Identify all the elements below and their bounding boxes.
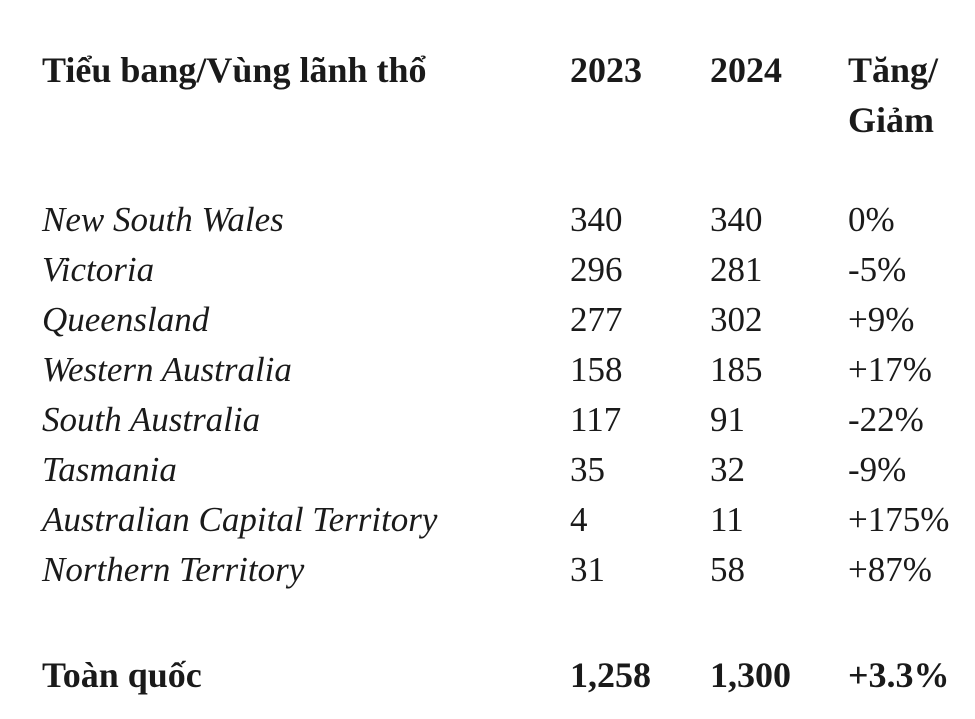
- row-cell: 35: [570, 450, 605, 489]
- row-label: South Australia: [42, 400, 261, 439]
- row-label: Australian Capital Territory: [42, 500, 438, 539]
- row-cell: 91: [710, 400, 745, 439]
- row-cell: 340: [710, 200, 763, 239]
- row-cell: +87%: [848, 550, 932, 589]
- row-cell: 296: [570, 250, 623, 289]
- row-cell: 185: [710, 350, 763, 389]
- row-cell: 31: [570, 550, 605, 589]
- row-cell: 302: [710, 300, 763, 339]
- row-label: Tasmania: [42, 450, 177, 489]
- row-cell: +9%: [848, 300, 915, 339]
- row-cell: 158: [570, 350, 623, 389]
- row-label: Queensland: [42, 300, 210, 339]
- total-cell: 1,300: [710, 655, 791, 695]
- total-cell: +3.3%: [848, 655, 950, 695]
- row-cell: 277: [570, 300, 623, 339]
- row-cell: 117: [570, 400, 622, 439]
- row-label: New South Wales: [42, 200, 284, 239]
- header-cell: Tăng/ Giảm: [848, 50, 939, 140]
- row-cell: -5%: [848, 250, 907, 289]
- row-cell: 4: [570, 500, 588, 539]
- total-cell: Toàn quốc: [42, 655, 202, 695]
- row-cell: 340: [570, 200, 623, 239]
- row-cell: 58: [710, 550, 745, 589]
- header-cell: Tiểu bang/Vùng lãnh thổ: [42, 50, 427, 90]
- row-cell: 0%: [848, 200, 895, 239]
- row-cell: -22%: [848, 400, 924, 439]
- row-label: Victoria: [42, 250, 155, 289]
- row-cell: +175%: [848, 500, 950, 539]
- header-cell: 2024: [710, 50, 782, 90]
- row-cell: +17%: [848, 350, 932, 389]
- row-label: Northern Territory: [42, 550, 305, 589]
- row-label: Western Australia: [42, 350, 292, 389]
- total-cell: 1,258: [570, 655, 651, 695]
- row-cell: 281: [710, 250, 763, 289]
- row-cell: -9%: [848, 450, 907, 489]
- row-cell: 11: [710, 500, 744, 539]
- header-cell: 2023: [570, 50, 642, 90]
- row-cell: 32: [710, 450, 745, 489]
